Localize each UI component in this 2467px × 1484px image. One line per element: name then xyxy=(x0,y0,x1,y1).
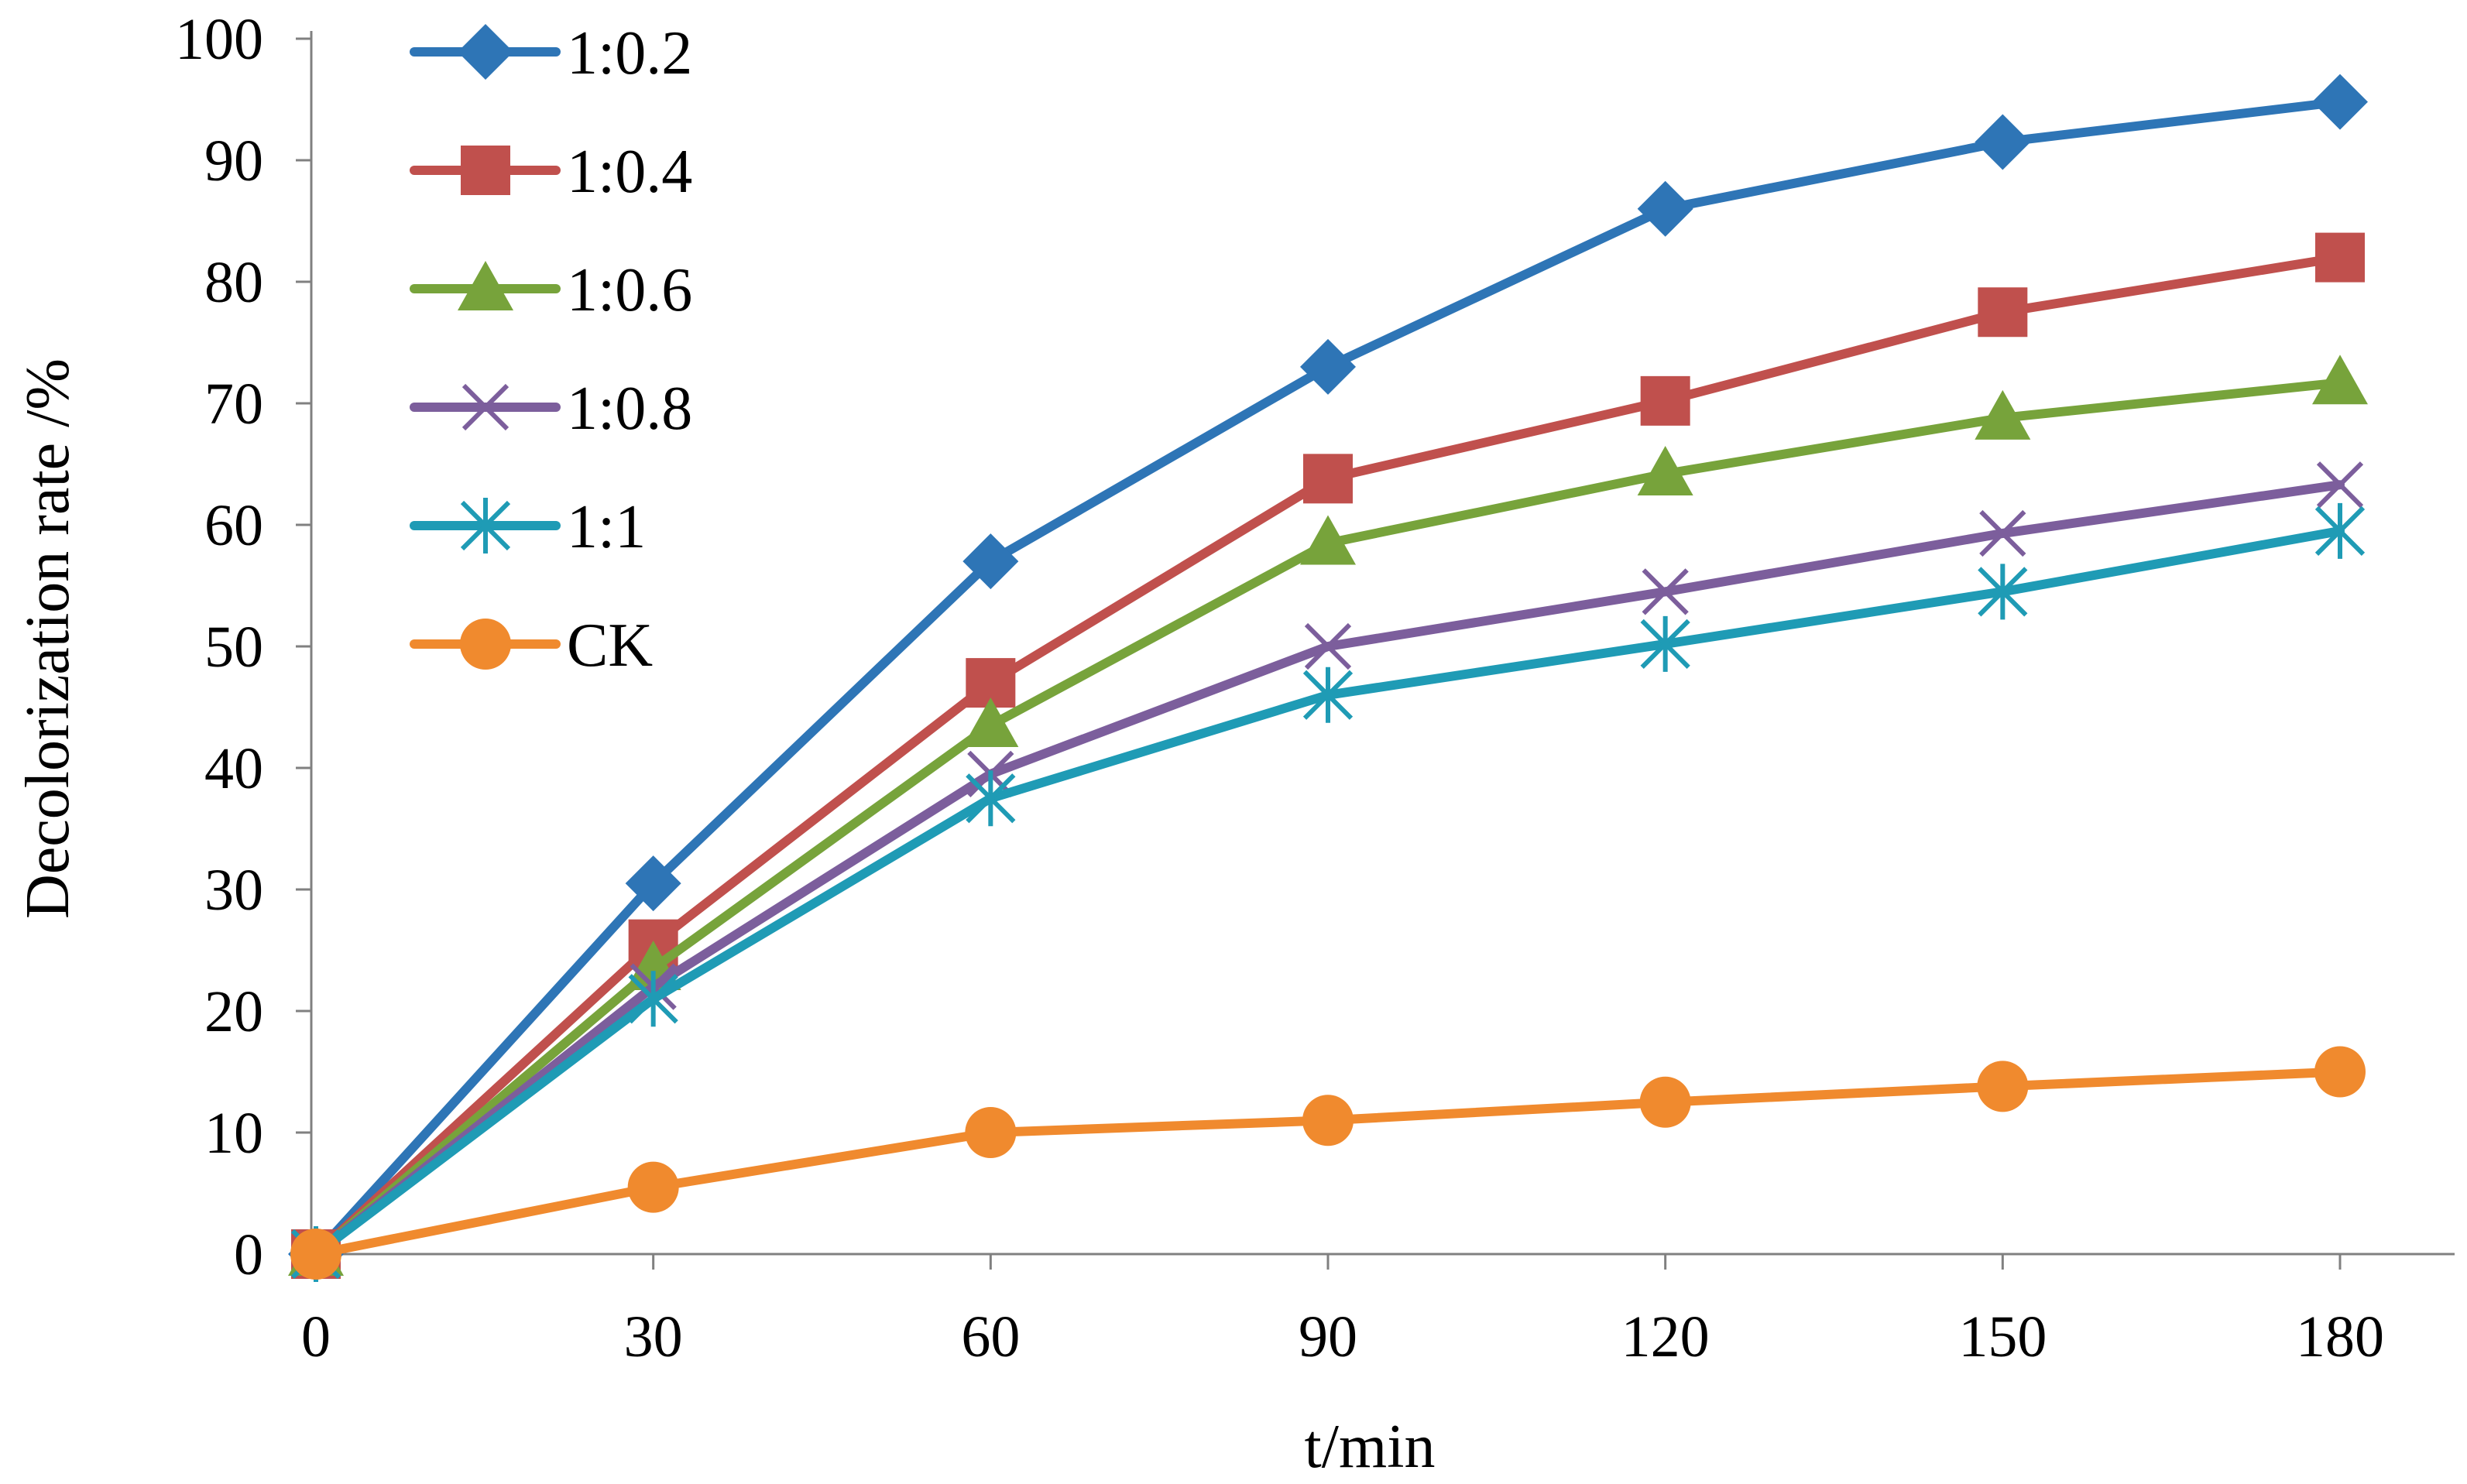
legend-item: 1:1 xyxy=(410,493,646,561)
data-point xyxy=(1977,1061,2029,1112)
data-point xyxy=(1637,180,1693,237)
series-CK xyxy=(290,1046,2366,1280)
x-tick-label: 150 xyxy=(1958,1304,2047,1369)
data-point xyxy=(1979,509,2026,557)
y-axis-title: Decolorization rate /% xyxy=(14,358,82,919)
legend-label: 1:0.8 xyxy=(567,375,692,443)
data-point xyxy=(1303,454,1353,504)
data-point xyxy=(625,855,681,912)
y-tick-label: 90 xyxy=(204,129,263,194)
x-tick-label: 120 xyxy=(1621,1304,1710,1369)
legend-marker xyxy=(460,498,511,554)
legend-marker xyxy=(458,261,513,310)
legend-item: 1:0.2 xyxy=(410,19,692,87)
data-point xyxy=(2314,1046,2366,1098)
data-point xyxy=(1975,389,2031,440)
legend-item: CK xyxy=(410,612,653,680)
axes: 0 10 20 30 40 50 60 70 80 90 100 0 30 60 90 120 150 180 xyxy=(175,7,2455,1369)
data-point xyxy=(628,971,678,1027)
data-point xyxy=(966,770,1016,827)
data-point xyxy=(2316,461,2364,509)
data-point xyxy=(1300,338,1356,395)
data-point xyxy=(1302,667,1354,723)
data-point xyxy=(290,1229,341,1280)
data-point xyxy=(1640,615,1690,672)
data-point xyxy=(1975,114,2031,170)
legend-item: 1:0.8 xyxy=(410,375,692,443)
x-axis-title: t/min xyxy=(1305,1413,1436,1481)
y-tick-label: 100 xyxy=(175,7,263,72)
legend-marker xyxy=(461,383,510,431)
data-point xyxy=(1640,375,1690,426)
y-tick-label: 30 xyxy=(204,858,263,923)
data-point xyxy=(1637,446,1693,496)
legend-label: CK xyxy=(567,612,653,680)
data-point xyxy=(1304,622,1352,670)
y-tick-label: 80 xyxy=(204,250,263,315)
legend-label: 1:0.2 xyxy=(567,19,692,87)
legend-label: 1:0.6 xyxy=(567,256,692,324)
data-point xyxy=(965,1107,1017,1158)
data-point xyxy=(1300,515,1356,565)
series-1:0.2 xyxy=(288,74,2368,1282)
legend-item: 1:0.6 xyxy=(410,256,692,324)
data-point xyxy=(2315,232,2365,283)
y-tick-label: 70 xyxy=(204,372,263,437)
data-point xyxy=(1978,287,2028,338)
y-tick-label: 0 xyxy=(234,1222,263,1287)
series-1:1 xyxy=(290,502,2366,1282)
legend: 1:0.2 1:0.4 1:0.6 1:0.8 1:1 CK xyxy=(410,19,692,680)
y-tick-label: 10 xyxy=(204,1101,263,1166)
x-tick-label: 60 xyxy=(961,1304,1020,1369)
y-tick-label: 40 xyxy=(204,736,263,801)
data-point xyxy=(1642,568,1689,615)
data-point xyxy=(962,533,1019,590)
data-point xyxy=(1639,1076,1691,1128)
data-point xyxy=(627,1161,679,1213)
data-point xyxy=(2312,355,2368,405)
y-tick-label: 60 xyxy=(204,493,263,558)
data-point xyxy=(962,697,1019,748)
legend-item: 1:0.4 xyxy=(410,138,692,206)
x-tick-label: 180 xyxy=(2296,1304,2384,1369)
x-tick-label: 30 xyxy=(624,1304,683,1369)
legend-marker xyxy=(458,24,513,80)
data-point xyxy=(1978,564,2028,620)
series-1:0.6 xyxy=(288,355,2368,1276)
legend-marker xyxy=(461,146,510,195)
x-tick-label: 0 xyxy=(301,1304,331,1369)
y-tick-label: 50 xyxy=(204,615,263,680)
series-layer xyxy=(288,74,2368,1282)
legend-marker xyxy=(460,619,511,670)
data-point xyxy=(2312,74,2368,130)
legend-label: 1:1 xyxy=(567,493,646,561)
y-tick-label: 20 xyxy=(204,979,263,1044)
x-tick-label: 90 xyxy=(1299,1304,1357,1369)
legend-label: 1:0.4 xyxy=(567,138,692,206)
data-point xyxy=(1302,1095,1354,1146)
data-point xyxy=(2314,502,2366,559)
